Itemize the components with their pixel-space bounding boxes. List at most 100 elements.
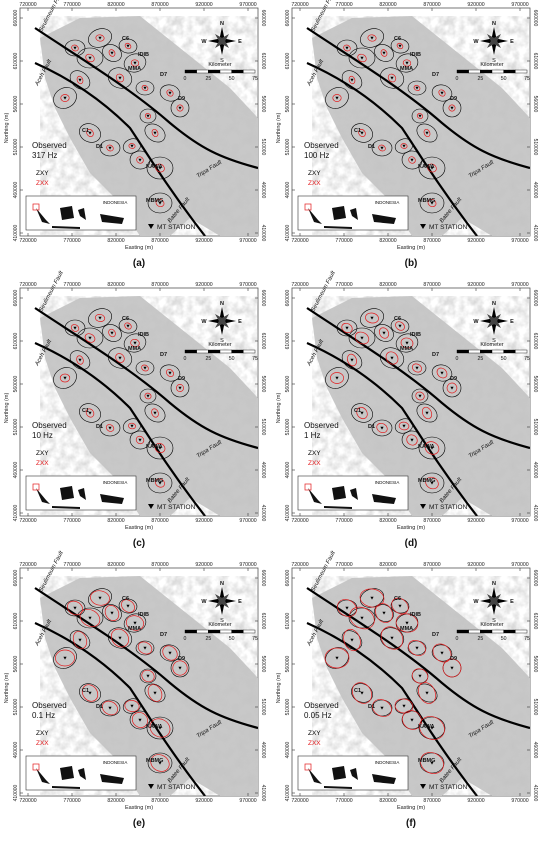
x-tick-label-bottom: 820000	[379, 518, 396, 524]
zxx-ellipse	[378, 327, 390, 339]
zxy-ellipse	[53, 87, 77, 109]
northing-axis-label: Northing (m)	[276, 673, 282, 704]
map-panel-4: 720000 720000 770000 770000 820000 820000 8700…	[276, 270, 538, 549]
zxx-ellipse	[400, 337, 414, 349]
x-tick-label-bottom: 820000	[379, 798, 396, 804]
easting-axis-label: Easting (m)	[397, 805, 425, 811]
station-marker-icon	[398, 604, 402, 608]
zxx-ellipse	[131, 712, 149, 728]
y-tick-label-left: 610000	[285, 52, 291, 69]
y-tick-label-left: 610000	[285, 612, 291, 629]
x-tick-label-bottom: 970000	[511, 518, 528, 524]
y-tick-label-right: 510000	[532, 699, 538, 716]
y-tick-label-left: 660000	[285, 289, 291, 306]
station-marker-icon	[425, 131, 429, 135]
y-tick-label-right: 410000	[532, 225, 538, 242]
scale-bar	[184, 629, 256, 634]
station-marker-icon	[335, 656, 339, 660]
zxx-ellipse	[155, 163, 165, 173]
aceh-batee-fault-line	[34, 61, 206, 236]
zxx-ellipse	[60, 94, 70, 102]
zxy-legend-label: ZXY	[36, 730, 49, 737]
zxy-ellipse	[416, 683, 438, 703]
panel-caption: (b)	[405, 258, 418, 269]
mt-station-legend-icon	[148, 224, 154, 229]
zxx-ellipse	[398, 421, 410, 431]
station-label: D7	[432, 352, 439, 358]
zxx-ellipse	[376, 422, 388, 434]
zxy-ellipse	[107, 347, 133, 369]
station-marker-icon	[440, 91, 444, 95]
station-label: D1	[368, 424, 375, 430]
station-marker-icon	[73, 46, 77, 50]
scale-bar	[456, 629, 528, 634]
zxx-ellipse	[380, 626, 404, 650]
station-marker-icon	[390, 356, 394, 360]
zxx-ellipse	[141, 669, 155, 683]
station-label: D7	[432, 632, 439, 638]
north-arrow-icon	[480, 307, 508, 335]
y-tick-label-left: 560000	[285, 655, 291, 672]
observed-label: Observed	[304, 141, 339, 150]
station-label: C6	[122, 36, 129, 42]
zxy-ellipse	[135, 640, 155, 656]
station-label: MMA	[400, 346, 413, 352]
easting-axis-label: Easting (m)	[397, 525, 425, 531]
station-marker-icon	[78, 78, 82, 82]
zxx-ellipse	[341, 322, 353, 334]
station-marker-icon	[118, 356, 122, 360]
mt-station-legend-icon	[420, 504, 426, 509]
east-letter: E	[238, 319, 242, 325]
zxy-ellipse	[118, 598, 138, 614]
zxy-ellipse	[102, 44, 122, 62]
panel-caption: (c)	[133, 538, 145, 549]
zxy-ellipse	[79, 123, 101, 143]
station-marker-icon	[350, 358, 354, 362]
east-letter: E	[510, 599, 514, 605]
north-letter: N	[220, 301, 224, 307]
zxy-ellipse	[99, 139, 121, 157]
zxy-ellipse	[418, 436, 446, 460]
scale-bar-tick: 75	[524, 76, 530, 82]
station-marker-icon	[178, 106, 182, 110]
zxx-ellipse	[166, 369, 174, 377]
scale-bar-tick: 50	[229, 76, 235, 82]
station-marker-icon	[410, 158, 414, 162]
zxy-legend-label: ZXY	[36, 450, 49, 457]
zxx-ellipse	[108, 328, 116, 338]
zxy-ellipse	[170, 378, 190, 398]
x-tick-label-top: 970000	[511, 562, 528, 568]
map-panel-2: 720000 720000 770000 770000 820000 820000 8700…	[276, 0, 538, 269]
zxx-ellipse	[144, 392, 152, 400]
station-marker-icon	[110, 51, 114, 55]
scale-bar-title: Kilometer	[480, 62, 503, 68]
scale-bar-tick: 25	[477, 356, 483, 362]
station-label: C6	[394, 596, 401, 602]
scale-bar-tick: 50	[229, 356, 235, 362]
zxx-ellipse	[436, 367, 448, 379]
station-marker-icon	[382, 611, 386, 615]
map-panel-1: 720000 720000 770000 770000 820000 820000 8700…	[4, 0, 266, 269]
zxx-ellipse	[442, 658, 462, 678]
x-tick-label-top: 770000	[63, 562, 80, 568]
y-tick-label-right: 610000	[260, 613, 266, 630]
station-marker-icon	[133, 61, 137, 65]
zxy-ellipse	[135, 360, 155, 376]
station-marker-icon	[98, 36, 102, 40]
east-letter: E	[510, 39, 514, 45]
indonesia-inset-map: INDONESIA	[297, 755, 409, 791]
station-marker-icon	[415, 366, 419, 370]
station-marker-icon	[178, 666, 182, 670]
north-letter: N	[492, 301, 496, 307]
station-marker-icon	[405, 341, 409, 345]
inset-label: INDONESIA	[103, 480, 128, 485]
mt-station-legend-label: MT STATION	[157, 504, 196, 511]
station-marker-icon	[158, 726, 162, 730]
north-letter: N	[492, 21, 496, 27]
x-tick-label-top: 970000	[511, 282, 528, 288]
station-marker-icon	[138, 718, 142, 722]
zxx-ellipse	[375, 603, 393, 623]
zxy-ellipse	[418, 156, 446, 180]
scale-bar-tick: 0	[184, 636, 187, 642]
